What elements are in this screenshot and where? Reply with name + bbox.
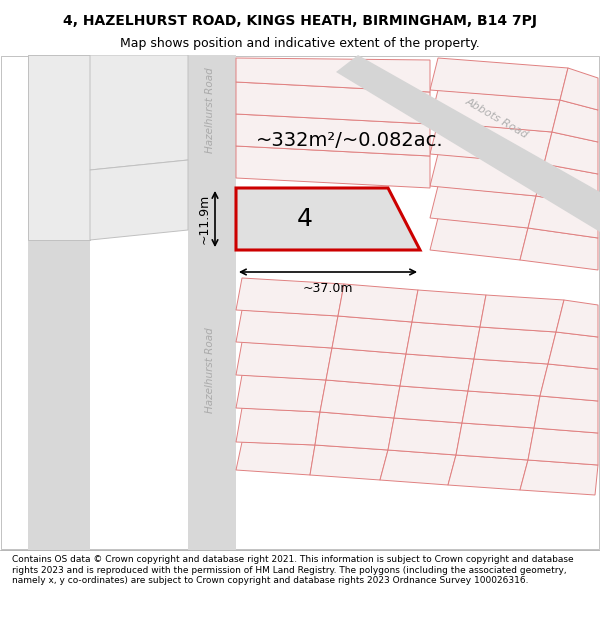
Polygon shape [540, 364, 598, 401]
Polygon shape [430, 58, 568, 100]
Polygon shape [474, 327, 556, 364]
Polygon shape [236, 442, 315, 475]
Polygon shape [462, 391, 540, 428]
Polygon shape [400, 354, 474, 391]
Polygon shape [544, 132, 598, 174]
Polygon shape [548, 332, 598, 369]
Bar [28, 55, 90, 550]
Polygon shape [236, 188, 420, 250]
Text: ~11.9m: ~11.9m [198, 194, 211, 244]
Text: Abbots Road: Abbots Road [464, 96, 530, 140]
Polygon shape [552, 100, 598, 142]
Polygon shape [430, 154, 544, 196]
Polygon shape [468, 359, 548, 396]
Polygon shape [315, 412, 394, 450]
Polygon shape [236, 146, 430, 188]
Polygon shape [520, 460, 598, 495]
Polygon shape [90, 160, 188, 240]
Polygon shape [336, 55, 600, 232]
Polygon shape [528, 196, 598, 238]
Polygon shape [236, 342, 332, 380]
Polygon shape [90, 55, 188, 170]
Polygon shape [326, 348, 406, 386]
Polygon shape [430, 186, 536, 228]
Text: ~332m²/~0.082ac.: ~332m²/~0.082ac. [256, 131, 444, 149]
Text: Contains OS data © Crown copyright and database right 2021. This information is : Contains OS data © Crown copyright and d… [12, 555, 574, 585]
Text: Hazelhurst Road: Hazelhurst Road [205, 327, 215, 413]
Polygon shape [236, 114, 430, 156]
Polygon shape [388, 418, 462, 455]
Polygon shape [236, 82, 430, 124]
Polygon shape [406, 322, 480, 359]
Polygon shape [528, 428, 598, 465]
Polygon shape [310, 445, 388, 480]
Text: Map shows position and indicative extent of the property.: Map shows position and indicative extent… [120, 38, 480, 51]
Text: ~37.0m: ~37.0m [303, 282, 353, 295]
Polygon shape [380, 450, 456, 485]
Polygon shape [412, 290, 486, 327]
Polygon shape [236, 310, 338, 348]
Polygon shape [480, 295, 564, 332]
Polygon shape [556, 300, 598, 337]
Polygon shape [456, 423, 534, 460]
Polygon shape [560, 68, 598, 110]
Polygon shape [536, 164, 598, 206]
Polygon shape [236, 58, 430, 92]
Polygon shape [332, 316, 412, 354]
Polygon shape [520, 228, 598, 270]
Polygon shape [338, 284, 418, 322]
Text: 4, HAZELHURST ROAD, KINGS HEATH, BIRMINGHAM, B14 7PJ: 4, HAZELHURST ROAD, KINGS HEATH, BIRMING… [63, 14, 537, 28]
Bar [188, 55, 236, 550]
Polygon shape [430, 218, 528, 260]
Polygon shape [430, 90, 560, 132]
Polygon shape [394, 386, 468, 423]
Text: 4: 4 [297, 207, 313, 231]
Polygon shape [236, 375, 326, 412]
Polygon shape [430, 122, 552, 164]
Polygon shape [448, 455, 528, 490]
Polygon shape [320, 380, 400, 418]
Polygon shape [236, 278, 344, 316]
Polygon shape [28, 55, 90, 240]
Polygon shape [534, 396, 598, 433]
Text: Hazelhurst Road: Hazelhurst Road [205, 67, 215, 153]
Polygon shape [236, 408, 320, 445]
